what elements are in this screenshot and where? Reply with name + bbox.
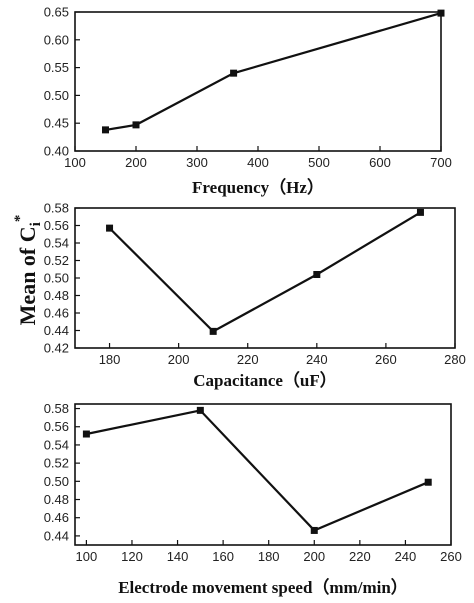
panel-3-y-tick-label: 0.56 <box>44 419 69 434</box>
panel-1-x-tick-label: 400 <box>247 155 269 170</box>
panel-2-x-tick-label: 240 <box>306 352 328 367</box>
panel-2-data-point <box>106 224 114 232</box>
panel-2-data-point <box>416 208 424 216</box>
panel-1-data-point <box>230 69 238 77</box>
panel-3-y-tick-label: 0.46 <box>44 510 69 525</box>
panel-2-data-point <box>313 271 321 278</box>
panel-2-y-tick-label: 0.48 <box>44 288 69 303</box>
panel-3-y-tick-label: 0.54 <box>44 437 69 452</box>
panel-2-x-tick-label: 260 <box>375 352 397 367</box>
panel-3-y-tick-label: 0.48 <box>44 492 69 507</box>
panel-3-y-tick-label: 0.58 <box>44 401 69 416</box>
panel-2-series-line <box>108 211 422 333</box>
panel-2-x-tick-label: 280 <box>444 352 466 367</box>
panel-1-y-tick-label: 0.45 <box>44 116 69 131</box>
panel-3-x-tick-label: 220 <box>349 549 371 564</box>
panel-3-x-tick-label: 100 <box>76 549 98 564</box>
panel-1-x-tick-label: 100 <box>64 155 86 170</box>
panel-1-data-point <box>102 126 109 134</box>
panel-2-y-tick-label: 0.46 <box>44 306 69 321</box>
panel-3-x-tick-label: 180 <box>258 549 280 564</box>
panel-2-plot-frame <box>74 207 456 349</box>
panel-1-x-axis-label: Frequency（Hz） <box>192 177 324 197</box>
panel-1-y-tick-label: 0.65 <box>44 5 69 20</box>
panel-3-x-tick-label: 140 <box>167 549 189 564</box>
panel-1-y-tick-label: 0.40 <box>44 144 69 159</box>
panel-2-y-tick-label: 0.52 <box>44 253 69 268</box>
y-label-subscript: i <box>28 222 44 226</box>
panel-2-x-tick-label: 180 <box>99 352 121 367</box>
panel-3-data-point <box>424 478 432 486</box>
panel-2-y-tick-label: 0.42 <box>44 341 69 356</box>
panel-3-data-point <box>310 526 318 534</box>
panel-1-x-tick-label: 200 <box>125 155 147 170</box>
panel-2-y-tick-label: 0.58 <box>44 201 69 216</box>
panel-1-y-tick-label: 0.50 <box>44 88 69 103</box>
panel-3-data-point <box>196 406 204 414</box>
panel-3-x-tick-label: 260 <box>440 549 462 564</box>
panel-1-x-tick-label: 700 <box>430 155 452 170</box>
panel-3-y-tick-label: 0.52 <box>44 456 69 471</box>
panel-1-x-tick-label: 600 <box>369 155 391 170</box>
panel-2-x-tick-label: 220 <box>237 352 259 367</box>
panel-3-data-point <box>82 430 90 438</box>
panel-3-x-axis-label: Electrode movement speed（mm/min） <box>118 577 408 597</box>
panel-2-y-tick-label: 0.50 <box>44 271 69 286</box>
panel-3-x-tick-label: 200 <box>303 549 325 564</box>
panel-3-x-tick-label: 240 <box>395 549 417 564</box>
panel-1-y-tick-label: 0.55 <box>44 60 69 75</box>
panel-1-data-point <box>132 121 140 129</box>
panel-2-y-tick-label: 0.54 <box>44 236 69 251</box>
panel-2-data-point <box>209 327 217 335</box>
panel-1-plot-frame <box>74 11 442 152</box>
panel-2-y-tick-label: 0.56 <box>44 218 69 233</box>
shared-y-axis-label: Mean of Ci* <box>12 215 44 326</box>
panel-3-x-tick-label: 120 <box>121 549 143 564</box>
panel-1-series-line <box>105 12 442 131</box>
panel-1-x-tick-label: 300 <box>186 155 208 170</box>
panel-2-y-tick-label: 0.44 <box>44 323 69 338</box>
panel-3-x-tick-label: 160 <box>212 549 234 564</box>
panel-2-x-tick-label: 200 <box>168 352 190 367</box>
panel-1-x-tick-label: 500 <box>308 155 330 170</box>
panel-1-data-point <box>437 9 445 17</box>
panel-3-plot-frame <box>74 403 452 546</box>
panel-1-y-tick-label: 0.60 <box>44 32 69 47</box>
y-label-superscript: * <box>12 215 28 223</box>
panel-3-y-tick-label: 0.50 <box>44 474 69 489</box>
panel-3-y-tick-label: 0.44 <box>44 528 69 543</box>
panel-2-x-axis-label: Capacitance（uF） <box>193 370 337 390</box>
panel-3-series-line <box>86 409 429 532</box>
